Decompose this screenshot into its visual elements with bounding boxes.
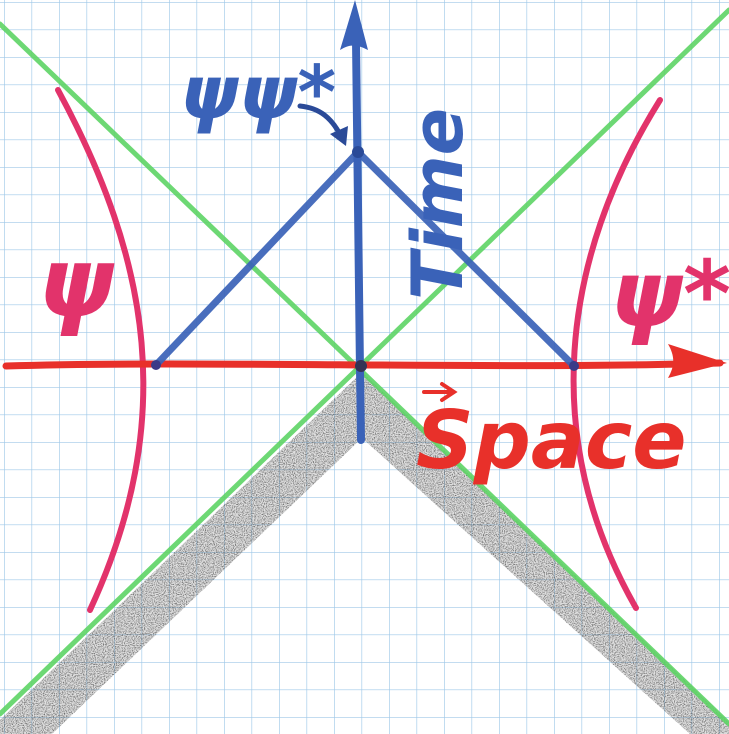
psi-label: ψ — [38, 227, 115, 339]
light-cone-line-descending — [0, 21, 729, 727]
left-intersection-point — [151, 360, 161, 370]
space-label: Space — [416, 394, 687, 487]
space-label-overarrow — [422, 382, 458, 402]
space-axis-arrowhead — [668, 344, 727, 378]
hyperbola-right — [570, 97, 663, 611]
origin-point — [355, 360, 367, 372]
blue-triangle — [152, 148, 578, 370]
psi-star-label: ψ* — [610, 241, 729, 348]
apex-point — [352, 146, 364, 158]
hyperbola-left — [55, 87, 147, 613]
time-label: Time — [397, 108, 479, 300]
space-axis — [2, 344, 727, 378]
shaded-wedge — [0, 372, 729, 734]
apex-pointer-arrow — [297, 103, 348, 146]
right-intersection-point — [569, 361, 579, 371]
time-axis-arrowhead — [340, 0, 368, 50]
time-axis — [340, 0, 368, 444]
psi-psi-star-label: ψψ* — [180, 50, 336, 136]
